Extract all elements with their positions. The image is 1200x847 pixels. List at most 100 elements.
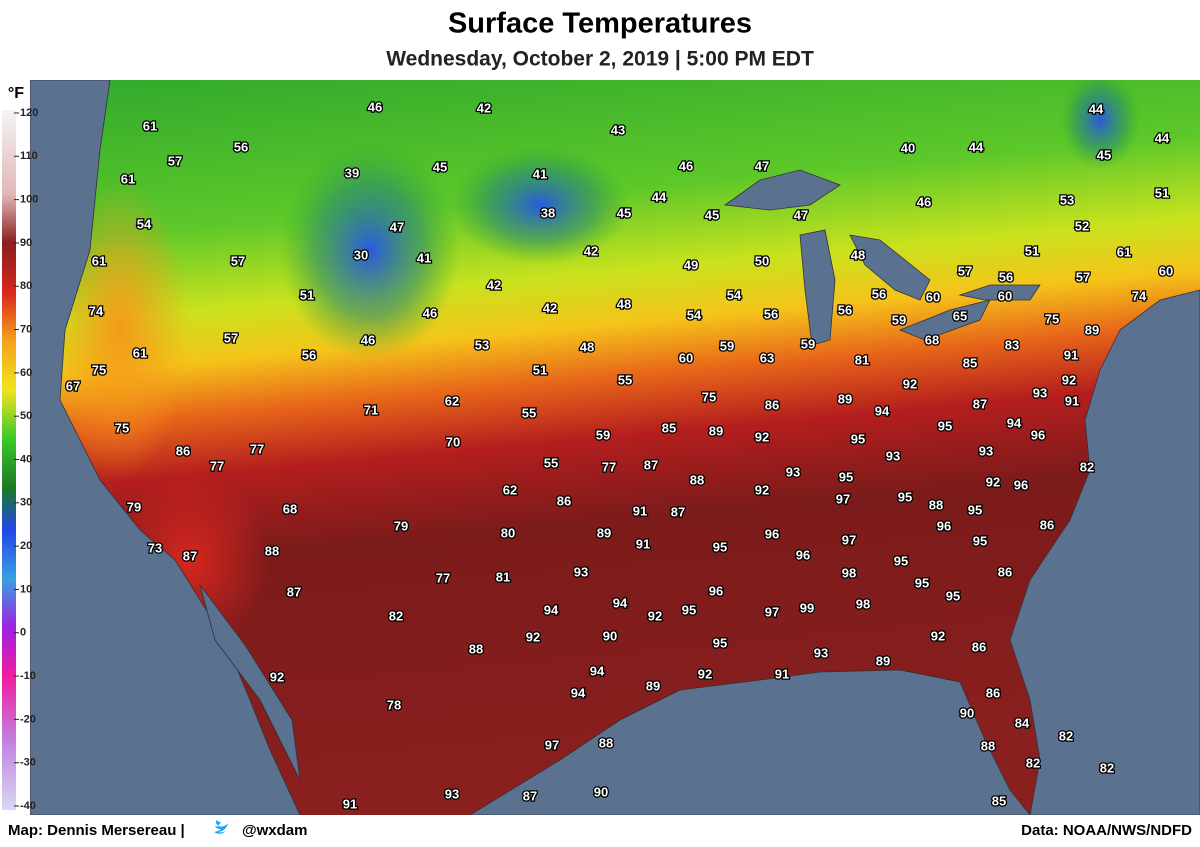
station-temperature: 51 (300, 287, 314, 302)
station-temperature: 65 (953, 308, 967, 323)
station-temperature: 46 (361, 332, 375, 347)
station-temperature: 81 (855, 352, 869, 367)
cold-area (280, 140, 460, 360)
station-temperature: 77 (602, 459, 616, 474)
footer (0, 815, 1200, 847)
station-temperature: 94 (590, 663, 605, 678)
station-temperature: 98 (842, 565, 856, 580)
station-temperature: 95 (946, 588, 960, 603)
legend-tick-label: 100 (20, 194, 38, 206)
station-temperature: 44 (652, 189, 667, 204)
legend-tick-label: 40 (20, 453, 32, 465)
station-temperature: 93 (574, 564, 588, 579)
station-temperature: 53 (1060, 192, 1074, 207)
station-temperature: 87 (671, 504, 685, 519)
legend-tick-label: 10 (20, 583, 32, 595)
station-temperature: 81 (496, 569, 510, 584)
station-temperature: 89 (646, 678, 660, 693)
station-temperature: 93 (445, 786, 459, 801)
station-temperature: 93 (1033, 385, 1047, 400)
station-temperature: 80 (501, 525, 515, 540)
station-temperature: 59 (596, 427, 610, 442)
subtitle: Wednesday, October 2, 2019 | 5:00 PM EDT (386, 48, 814, 71)
station-temperature: 92 (755, 482, 769, 497)
credit: Map: Dennis Mersereau | (8, 822, 185, 839)
station-temperature: 91 (343, 796, 357, 811)
station-temperature: 92 (903, 376, 917, 391)
legend-tick-label: 30 (20, 497, 32, 509)
station-temperature: 42 (487, 277, 501, 292)
station-temperature: 94 (613, 595, 628, 610)
station-temperature: 89 (876, 653, 890, 668)
station-temperature: 87 (973, 396, 987, 411)
station-temperature: 51 (1025, 243, 1039, 258)
station-temperature: 82 (1026, 755, 1040, 770)
station-temperature: 48 (580, 339, 594, 354)
station-temperature: 56 (764, 306, 778, 321)
station-temperature: 97 (765, 604, 779, 619)
station-temperature: 87 (644, 457, 658, 472)
station-temperature: 56 (234, 139, 248, 154)
station-temperature: 70 (446, 434, 460, 449)
station-temperature: 60 (998, 288, 1012, 303)
station-temperature: 86 (176, 443, 190, 458)
station-temperature: 88 (469, 641, 483, 656)
header (0, 0, 1200, 80)
station-temperature: 57 (168, 153, 182, 168)
station-temperature: 59 (801, 336, 815, 351)
station-temperature: 92 (270, 669, 284, 684)
station-temperature: 40 (901, 140, 915, 155)
legend-tick-label: -40 (20, 800, 36, 812)
station-temperature: 94 (875, 403, 890, 418)
station-temperature: 94 (571, 685, 586, 700)
station-temperature: 63 (760, 350, 774, 365)
legend-bar (2, 110, 16, 810)
station-temperature: 86 (765, 397, 779, 412)
legend-tick-label: 60 (20, 367, 32, 379)
station-temperature: 60 (679, 350, 693, 365)
cold-area (450, 145, 630, 265)
station-temperature: 57 (224, 330, 238, 345)
station-temperature: 89 (709, 423, 723, 438)
station-temperature: 51 (533, 362, 547, 377)
station-temperature: 56 (872, 286, 886, 301)
station-temperature: 85 (992, 793, 1006, 808)
station-temperature: 38 (541, 205, 555, 220)
station-temperature: 42 (477, 100, 491, 115)
legend-tick-label: 20 (20, 540, 32, 552)
station-temperature: 88 (265, 543, 279, 558)
twitter-icon (214, 820, 228, 834)
station-temperature: 56 (838, 302, 852, 317)
station-temperature: 46 (917, 194, 931, 209)
station-temperature: 87 (523, 788, 537, 803)
station-temperature: 59 (720, 338, 734, 353)
legend-tick-label: -10 (20, 670, 36, 682)
station-temperature: 75 (702, 389, 716, 404)
station-temperature: 88 (981, 738, 995, 753)
cold-area (1060, 70, 1140, 170)
station-temperature: 75 (1045, 311, 1059, 326)
station-temperature: 95 (839, 469, 853, 484)
station-temperature: 42 (543, 300, 557, 315)
station-temperature: 75 (115, 420, 129, 435)
station-temperature: 45 (1097, 147, 1111, 162)
station-temperature: 82 (1059, 728, 1073, 743)
station-temperature: 88 (599, 735, 613, 750)
station-temperature: 92 (1062, 372, 1076, 387)
station-temperature: 85 (963, 355, 977, 370)
station-temperature: 56 (999, 269, 1013, 284)
station-temperature: 95 (682, 602, 696, 617)
station-temperature: 57 (231, 253, 245, 268)
station-temperature: 77 (210, 458, 224, 473)
station-temperature: 88 (690, 472, 704, 487)
station-temperature: 86 (998, 564, 1012, 579)
station-temperature: 45 (617, 205, 631, 220)
station-temperature: 61 (143, 118, 157, 133)
station-temperature: 62 (503, 482, 517, 497)
handle: @wxdam (242, 822, 307, 839)
station-temperature: 92 (526, 629, 540, 644)
station-temperature: 86 (1040, 517, 1054, 532)
station-temperature: 47 (755, 158, 769, 173)
station-temperature: 97 (836, 491, 850, 506)
station-temperature: 92 (698, 666, 712, 681)
